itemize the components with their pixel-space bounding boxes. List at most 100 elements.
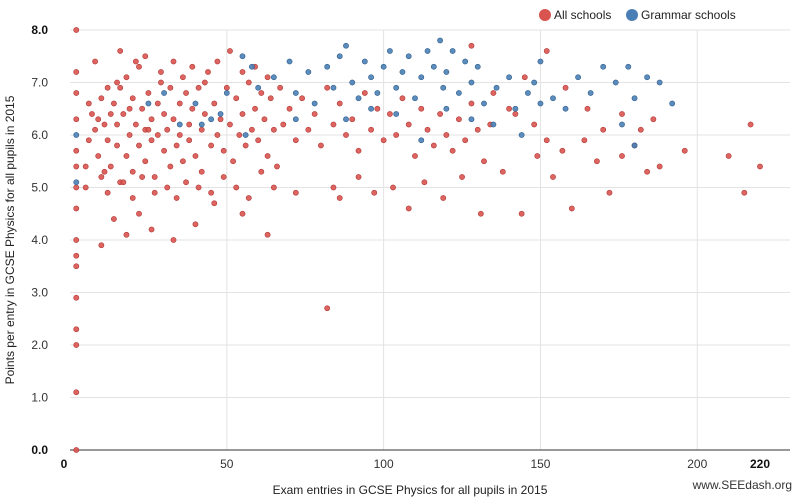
data-point	[600, 126, 607, 133]
data-point	[318, 142, 324, 149]
x-axis-title: Exam entries in GCSE Physics for all pup…	[273, 483, 548, 497]
data-point	[264, 74, 271, 81]
data-point	[211, 100, 218, 107]
data-point	[120, 111, 127, 117]
data-point	[336, 100, 343, 107]
data-point	[139, 174, 146, 180]
data-point	[136, 63, 142, 70]
data-point	[123, 74, 130, 81]
data-point	[114, 142, 120, 149]
data-point	[73, 69, 80, 75]
data-point	[421, 179, 428, 186]
data-point	[399, 95, 406, 102]
data-point	[227, 121, 233, 128]
data-point	[534, 153, 541, 159]
data-point	[440, 195, 447, 201]
data-point	[631, 95, 638, 102]
data-point	[405, 205, 412, 212]
data-point	[292, 116, 299, 123]
y-tick-label: 8.0	[31, 23, 48, 37]
data-point	[656, 79, 663, 86]
data-point	[73, 116, 80, 123]
series-0	[73, 27, 763, 453]
data-point	[405, 121, 412, 128]
data-point	[82, 184, 89, 191]
data-point	[437, 37, 443, 44]
data-point	[249, 63, 255, 70]
data-point	[518, 210, 525, 217]
x-axis-tick-labels: 0 50 100 150 200 220	[61, 457, 771, 471]
data-point	[499, 168, 506, 175]
data-point	[189, 105, 196, 112]
data-point	[104, 84, 111, 91]
data-point	[424, 48, 431, 54]
data-point	[594, 158, 600, 165]
data-point	[490, 90, 497, 96]
data-point	[123, 231, 130, 238]
data-point	[456, 116, 462, 123]
data-point	[311, 100, 318, 107]
data-point	[324, 84, 331, 91]
data-point	[612, 79, 619, 86]
data-point	[73, 184, 80, 191]
data-point	[531, 121, 538, 128]
legend-label: All schools	[554, 8, 611, 22]
data-point	[506, 74, 512, 81]
data-point	[104, 137, 111, 144]
data-point	[132, 58, 139, 65]
data-point	[176, 132, 183, 138]
data-point	[299, 95, 305, 102]
data-point	[111, 216, 117, 222]
data-point	[220, 147, 227, 154]
legend-marker	[626, 9, 638, 21]
data-point	[387, 111, 393, 117]
data-point	[205, 69, 211, 75]
data-point	[98, 174, 105, 180]
data-point	[468, 79, 475, 86]
data-point	[600, 63, 607, 70]
data-point	[368, 74, 374, 81]
data-point	[220, 174, 227, 180]
data-point	[324, 63, 331, 70]
data-point	[161, 147, 167, 154]
data-point	[73, 294, 80, 301]
data-point	[380, 63, 387, 70]
legend-marker	[539, 9, 551, 21]
data-point	[129, 195, 136, 201]
data-point	[456, 90, 462, 96]
data-point	[512, 111, 519, 117]
data-point	[619, 111, 625, 117]
data-points	[73, 27, 763, 453]
data-point	[477, 210, 484, 217]
data-point	[126, 132, 133, 138]
data-point	[73, 237, 80, 243]
data-point	[120, 179, 127, 186]
data-point	[192, 221, 199, 228]
data-point	[459, 174, 465, 180]
data-point	[73, 163, 80, 170]
data-point	[412, 95, 418, 102]
data-point	[468, 100, 475, 107]
data-point	[390, 184, 396, 191]
data-point	[114, 79, 120, 86]
data-point	[198, 121, 205, 128]
x-tick-label: 220	[750, 457, 770, 471]
data-point	[264, 153, 271, 159]
data-point	[217, 116, 224, 123]
data-point	[255, 84, 262, 91]
data-point	[129, 168, 136, 175]
data-point	[393, 84, 400, 91]
data-point	[277, 84, 284, 91]
data-point	[518, 132, 525, 138]
data-point	[656, 163, 663, 170]
data-point	[136, 210, 142, 217]
data-point	[101, 168, 108, 175]
data-point	[286, 58, 293, 65]
data-point	[73, 252, 80, 259]
data-point	[380, 137, 387, 144]
data-point	[606, 189, 613, 196]
data-point	[440, 84, 447, 91]
data-point	[73, 205, 80, 212]
data-point	[117, 48, 124, 54]
data-point	[242, 132, 249, 138]
